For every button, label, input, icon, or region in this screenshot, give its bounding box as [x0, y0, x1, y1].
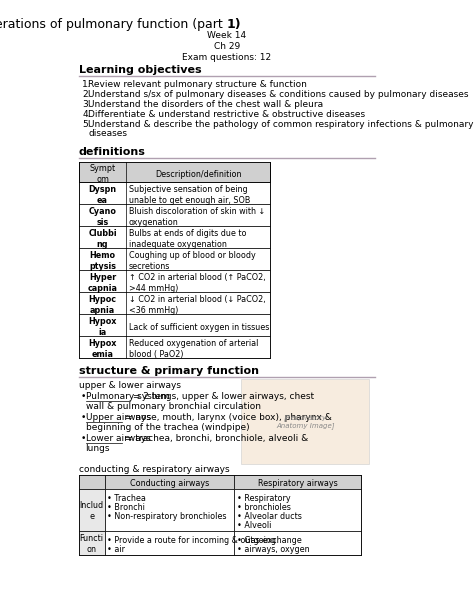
- Text: definitions: definitions: [79, 147, 146, 157]
- Text: • airways, oxygen: • airways, oxygen: [237, 545, 310, 554]
- Text: • Non-respiratory bronchioles: • Non-respiratory bronchioles: [108, 512, 227, 521]
- Text: Lower airways: Lower airways: [85, 434, 150, 443]
- Text: Hemo
ptysis: Hemo ptysis: [89, 251, 116, 271]
- Text: = nose, mouth, larynx (voice box), pharynx &: = nose, mouth, larynx (voice box), phary…: [122, 413, 332, 422]
- Text: Respiratory airways: Respiratory airways: [257, 479, 337, 487]
- Text: Hypox
emia: Hypox emia: [89, 340, 117, 359]
- Text: • air: • air: [108, 545, 126, 554]
- FancyBboxPatch shape: [79, 204, 270, 226]
- Text: Differentiate & understand restrictive & obstructive diseases: Differentiate & understand restrictive &…: [88, 110, 365, 119]
- Text: •: •: [81, 434, 86, 443]
- Text: • Trachea: • Trachea: [108, 494, 146, 503]
- FancyBboxPatch shape: [79, 248, 270, 270]
- FancyBboxPatch shape: [79, 531, 105, 555]
- FancyBboxPatch shape: [79, 489, 105, 531]
- Text: Includ
e: Includ e: [80, 501, 104, 520]
- Text: Pulmonary system: Pulmonary system: [85, 392, 169, 401]
- Text: Dyspn
ea: Dyspn ea: [89, 185, 117, 205]
- Text: diseases: diseases: [88, 129, 128, 138]
- Text: Bulbs at ends of digits due to
inadequate oxygenation: Bulbs at ends of digits due to inadequat…: [128, 229, 246, 249]
- Text: Understand s/sx of pulmonary diseases & conditions caused by pulmonary diseases: Understand s/sx of pulmonary diseases & …: [88, 90, 469, 99]
- Text: • Alveoli: • Alveoli: [237, 521, 272, 530]
- Text: ↓ CO2 in arterial blood (↓ PaCO2,
<36 mmHg): ↓ CO2 in arterial blood (↓ PaCO2, <36 mm…: [128, 295, 265, 314]
- Text: • Respiratory: • Respiratory: [237, 494, 291, 503]
- FancyBboxPatch shape: [79, 314, 270, 336]
- Text: Coughing up of blood or bloody
secretions: Coughing up of blood or bloody secretion…: [128, 251, 255, 271]
- Text: Hypoc
apnia: Hypoc apnia: [89, 295, 117, 314]
- FancyBboxPatch shape: [79, 270, 270, 292]
- Text: Alterations of pulmonary function (part: Alterations of pulmonary function (part: [0, 18, 227, 31]
- Text: Understand & describe the pathology of common respiratory infections & pulmonary: Understand & describe the pathology of c…: [88, 120, 474, 129]
- Text: 2.: 2.: [82, 90, 91, 99]
- Text: = 2 lungs, upper & lower airways, chest: = 2 lungs, upper & lower airways, chest: [130, 392, 314, 401]
- Text: • Alveolar ducts: • Alveolar ducts: [237, 512, 302, 521]
- Text: 5.: 5.: [82, 120, 91, 129]
- FancyBboxPatch shape: [79, 162, 270, 182]
- Text: 1.: 1.: [82, 80, 91, 89]
- Text: Hypox
ia: Hypox ia: [89, 318, 117, 337]
- FancyBboxPatch shape: [79, 226, 270, 248]
- FancyBboxPatch shape: [105, 489, 234, 531]
- Text: Reduced oxygenation of arterial
blood ( PaO2): Reduced oxygenation of arterial blood ( …: [128, 340, 258, 359]
- Text: Exam questions: 12: Exam questions: 12: [182, 53, 271, 62]
- Text: lungs: lungs: [85, 444, 110, 453]
- FancyBboxPatch shape: [234, 489, 361, 531]
- Text: wall & pulmonary bronchial circulation: wall & pulmonary bronchial circulation: [85, 402, 261, 411]
- Text: Understand the disorders of the chest wall & pleura: Understand the disorders of the chest wa…: [88, 100, 323, 109]
- Text: Clubbi
ng: Clubbi ng: [88, 229, 117, 249]
- Text: Sympt
om: Sympt om: [90, 164, 116, 184]
- FancyBboxPatch shape: [79, 292, 270, 314]
- Text: •: •: [81, 392, 86, 401]
- Text: Cyano
sis: Cyano sis: [89, 207, 117, 227]
- Text: Subjective sensation of being
unable to get enough air, SOB: Subjective sensation of being unable to …: [128, 185, 250, 205]
- Text: upper & lower airways: upper & lower airways: [79, 381, 181, 390]
- Text: Hyper
capnia: Hyper capnia: [88, 273, 118, 292]
- Text: Week 14: Week 14: [207, 31, 246, 40]
- Text: Review relevant pulmonary structure & function: Review relevant pulmonary structure & fu…: [88, 80, 307, 89]
- Text: • bronchioles: • bronchioles: [237, 503, 291, 512]
- Text: beginning of the trachea (windpipe): beginning of the trachea (windpipe): [85, 423, 249, 432]
- Text: 3.: 3.: [82, 100, 91, 109]
- Text: • Gas-exchange: • Gas-exchange: [237, 536, 302, 545]
- Text: Ch 29: Ch 29: [214, 42, 240, 51]
- Text: 4.: 4.: [82, 110, 91, 119]
- Text: ↑ CO2 in arterial blood (↑ PaCO2,
>44 mmHg): ↑ CO2 in arterial blood (↑ PaCO2, >44 mm…: [128, 273, 265, 292]
- FancyBboxPatch shape: [79, 182, 270, 204]
- FancyBboxPatch shape: [105, 475, 234, 489]
- FancyBboxPatch shape: [241, 379, 369, 464]
- Text: Upper airways: Upper airways: [85, 413, 151, 422]
- FancyBboxPatch shape: [105, 531, 234, 555]
- Text: Bluish discoloration of skin with ↓
oxygenation: Bluish discoloration of skin with ↓ oxyg…: [128, 207, 265, 227]
- FancyBboxPatch shape: [234, 531, 361, 555]
- FancyBboxPatch shape: [79, 475, 105, 489]
- Text: 1): 1): [227, 18, 241, 31]
- FancyBboxPatch shape: [79, 336, 270, 358]
- Text: Description/definition: Description/definition: [155, 170, 241, 178]
- Text: Conducting airways: Conducting airways: [130, 479, 209, 487]
- Text: structure & primary function: structure & primary function: [79, 366, 259, 376]
- Text: Learning objectives: Learning objectives: [79, 65, 201, 75]
- Text: •: •: [81, 413, 86, 422]
- Text: = trachea, bronchi, bronchiole, alveoli &: = trachea, bronchi, bronchiole, alveoli …: [122, 434, 308, 443]
- Text: • Bronchi: • Bronchi: [108, 503, 145, 512]
- FancyBboxPatch shape: [234, 475, 361, 489]
- Text: conducting & respiratory airways: conducting & respiratory airways: [79, 465, 229, 474]
- Text: Lack of sufficient oxygen in tissues: Lack of sufficient oxygen in tissues: [128, 322, 269, 332]
- Text: • Provide a route for incoming & outgoing: • Provide a route for incoming & outgoin…: [108, 536, 276, 545]
- Text: [Respiratory
Anatomy Image]: [Respiratory Anatomy Image]: [276, 414, 335, 429]
- Text: Functi
on: Functi on: [80, 535, 104, 554]
